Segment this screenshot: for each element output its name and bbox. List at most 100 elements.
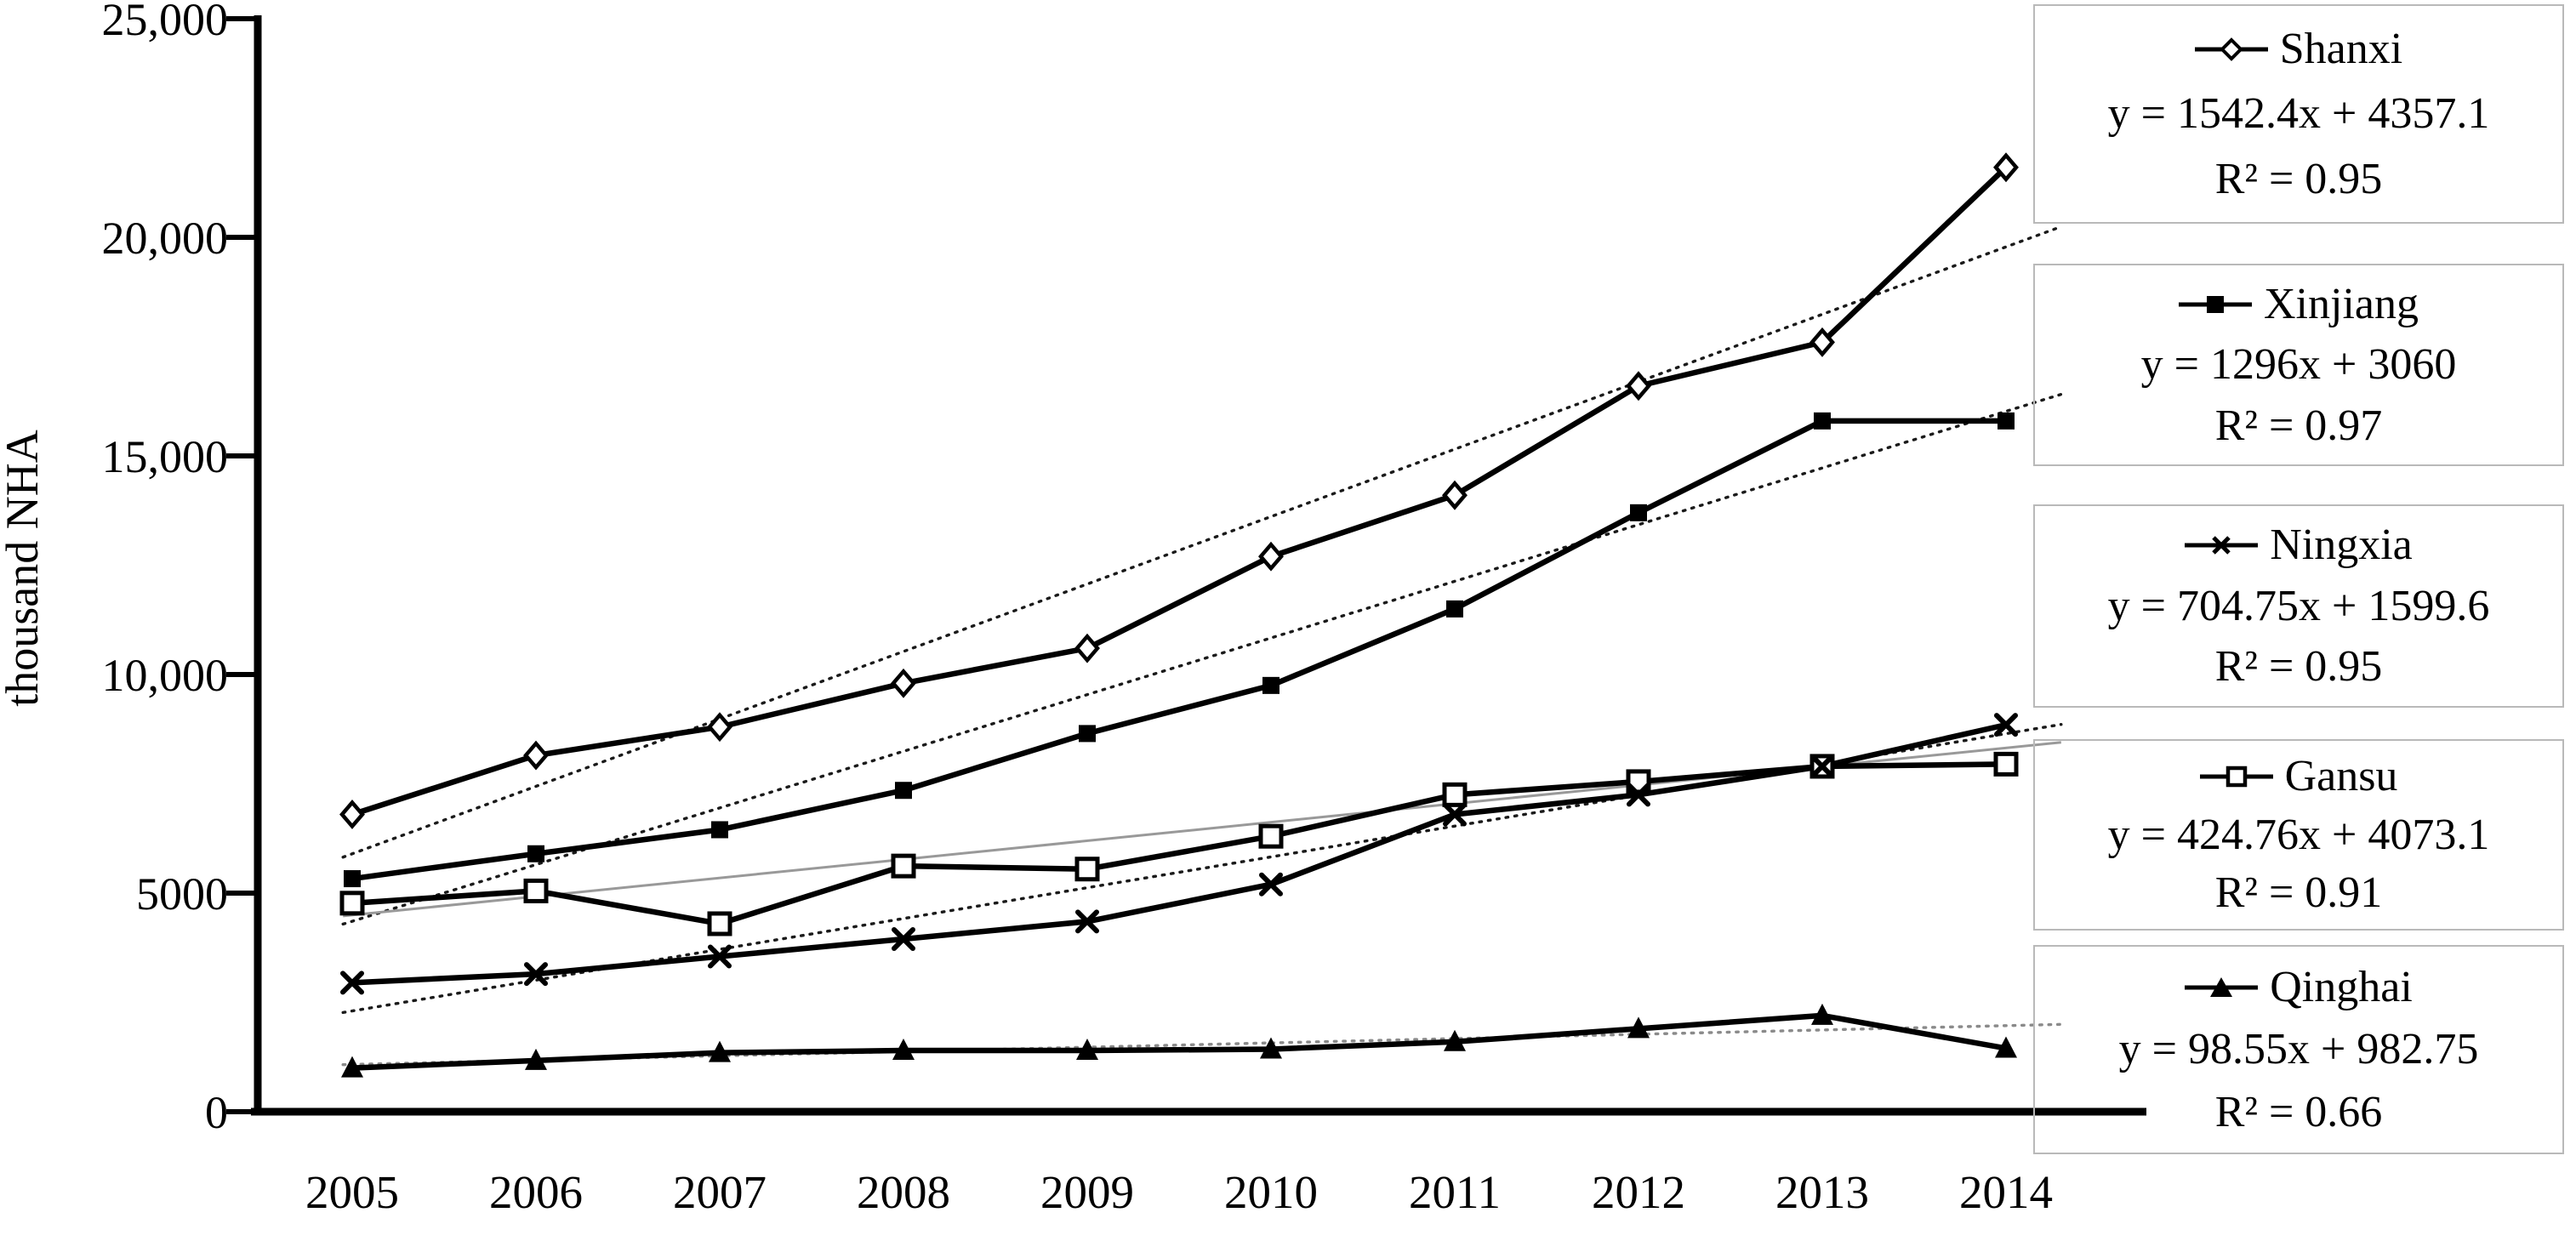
- data-point-shanxi: [1258, 541, 1284, 572]
- legend-box-shanxi: Shanxi y = 1542.4x + 4357.1 R² = 0.95: [2033, 4, 2564, 224]
- x-tick-label: 2009: [1040, 1166, 1134, 1218]
- data-point-shanxi: [523, 740, 549, 771]
- data-point-shanxi: [1809, 327, 1835, 357]
- y-tick-label: 25,000: [102, 0, 229, 45]
- legend-equation: y = 1296x + 3060: [2140, 340, 2457, 389]
- series-line-gansu: [349, 761, 2009, 927]
- data-point-shanxi: [1626, 371, 1651, 401]
- data-point-gansu: [707, 911, 732, 936]
- y-tick-label: 0: [205, 1087, 228, 1138]
- x-tick-label: 2013: [1775, 1166, 1869, 1218]
- x-tick-label: 2010: [1224, 1166, 1318, 1218]
- data-point-gansu: [523, 878, 549, 903]
- data-point-qinghai: [341, 1056, 363, 1078]
- data-point-xinjiang: [344, 870, 361, 888]
- legend-title-gansu: Gansu: [2199, 752, 2398, 801]
- data-point-ningxia: [340, 971, 364, 995]
- triangle-filled-marker-icon: [2185, 976, 2259, 997]
- data-point-qinghai: [1811, 1003, 1833, 1025]
- data-point-gansu: [1074, 857, 1100, 882]
- legend-equation: y = 98.55x + 982.75: [2118, 1025, 2479, 1073]
- legend-series-name: Ningxia: [2270, 520, 2413, 569]
- legend-box-qinghai: Qinghai y = 98.55x + 982.75 R² = 0.66: [2033, 945, 2564, 1154]
- series-line-xinjiang: [349, 418, 2009, 882]
- data-point-xinjiang: [1079, 725, 1096, 743]
- data-point-xinjiang: [527, 845, 544, 862]
- data-point-gansu: [1993, 751, 2019, 777]
- data-point-shanxi: [339, 800, 365, 829]
- data-point-xinjiang: [1262, 676, 1279, 694]
- data-point-qinghai: [709, 1040, 731, 1062]
- data-point-xinjiang: [1814, 412, 1831, 430]
- legend-series-name: Gansu: [2284, 752, 2398, 801]
- data-point-xinjiang: [1998, 412, 2015, 430]
- data-point-ningxia: [892, 926, 915, 951]
- x-tick-label: 2006: [489, 1166, 583, 1218]
- data-point-gansu: [1258, 823, 1284, 849]
- data-point-gansu: [891, 853, 916, 879]
- data-point-shanxi: [1442, 480, 1468, 510]
- trend-line-shanxi: [341, 225, 2063, 859]
- legend-equation: y = 704.75x + 1599.6: [2107, 581, 2490, 630]
- data-point-shanxi: [1993, 152, 2019, 183]
- legend-r-squared: R² = 0.97: [2214, 401, 2383, 450]
- x-tick-label: 2014: [1959, 1166, 2053, 1218]
- y-tick-label: 15,000: [102, 431, 229, 482]
- data-point-ningxia: [524, 962, 548, 987]
- square-open-marker-icon: [2199, 766, 2273, 788]
- data-point-qinghai: [1995, 1036, 2017, 1058]
- x-tick-label: 2008: [857, 1166, 950, 1218]
- data-point-xinjiang: [1630, 504, 1647, 521]
- square-filled-marker-icon: [2179, 295, 2252, 313]
- y-axis-title: thousand NHA: [0, 430, 48, 706]
- legend-title-qinghai: Qinghai: [2185, 965, 2413, 1010]
- x-tick-label: 2012: [1592, 1166, 1685, 1218]
- legend-r-squared: R² = 0.66: [2214, 1087, 2383, 1136]
- legend-box-xinjiang: Xinjiang y = 1296x + 3060 R² = 0.97: [2033, 264, 2564, 466]
- data-point-qinghai: [1444, 1029, 1466, 1051]
- data-point-shanxi: [1074, 633, 1100, 663]
- legend-title-xinjiang: Xinjiang: [2179, 282, 2419, 327]
- legend-series-name: Qinghai: [2270, 962, 2413, 1011]
- data-point-xinjiang: [1446, 600, 1463, 618]
- legend-r-squared: R² = 0.95: [2214, 154, 2383, 203]
- data-point-ningxia: [1810, 754, 1834, 778]
- data-point-ningxia: [1259, 872, 1283, 897]
- legend-series-name: Shanxi: [2279, 24, 2403, 73]
- data-point-ningxia: [708, 944, 732, 969]
- data-point-xinjiang: [895, 782, 912, 800]
- data-point-xinjiang: [711, 821, 728, 839]
- data-point-qinghai: [525, 1048, 547, 1070]
- y-tick-label: 10,000: [102, 650, 229, 701]
- x-marker-icon: [2185, 535, 2259, 555]
- data-point-qinghai: [1076, 1039, 1098, 1061]
- legend-equation: y = 424.76x + 4073.1: [2107, 810, 2490, 859]
- legend-title-ningxia: Ningxia: [2185, 520, 2413, 569]
- x-tick-label: 2011: [1409, 1166, 1501, 1218]
- data-point-ningxia: [1443, 802, 1467, 827]
- x-tick-label: 2005: [305, 1166, 399, 1218]
- legend-r-squared: R² = 0.91: [2214, 868, 2383, 917]
- legend-series-name: Xinjiang: [2264, 279, 2419, 328]
- data-point-ningxia: [1627, 783, 1650, 807]
- diamond-open-marker-icon: [2194, 37, 2268, 61]
- legend-equation: y = 1542.4x + 4357.1: [2107, 89, 2490, 138]
- data-point-qinghai: [892, 1039, 915, 1061]
- y-tick-label: 5000: [136, 868, 228, 919]
- legend-box-ningxia: Ningxia y = 704.75x + 1599.6 R² = 0.95: [2033, 504, 2564, 708]
- series-line-ningxia: [349, 721, 2009, 986]
- data-point-shanxi: [891, 668, 916, 698]
- data-point-gansu: [339, 891, 365, 916]
- data-point-ningxia: [1994, 713, 2018, 737]
- data-point-ningxia: [1075, 909, 1099, 934]
- x-tick-label: 2007: [673, 1166, 767, 1218]
- series-line-qinghai: [349, 1012, 2009, 1071]
- legend-box-gansu: Gansu y = 424.76x + 4073.1 R² = 0.91: [2033, 739, 2564, 931]
- data-point-shanxi: [707, 712, 732, 743]
- y-tick-label: 20,000: [102, 213, 229, 264]
- data-point-qinghai: [1260, 1037, 1282, 1059]
- series-line-shanxi: [349, 164, 2009, 817]
- legend-r-squared: R² = 0.95: [2214, 642, 2383, 692]
